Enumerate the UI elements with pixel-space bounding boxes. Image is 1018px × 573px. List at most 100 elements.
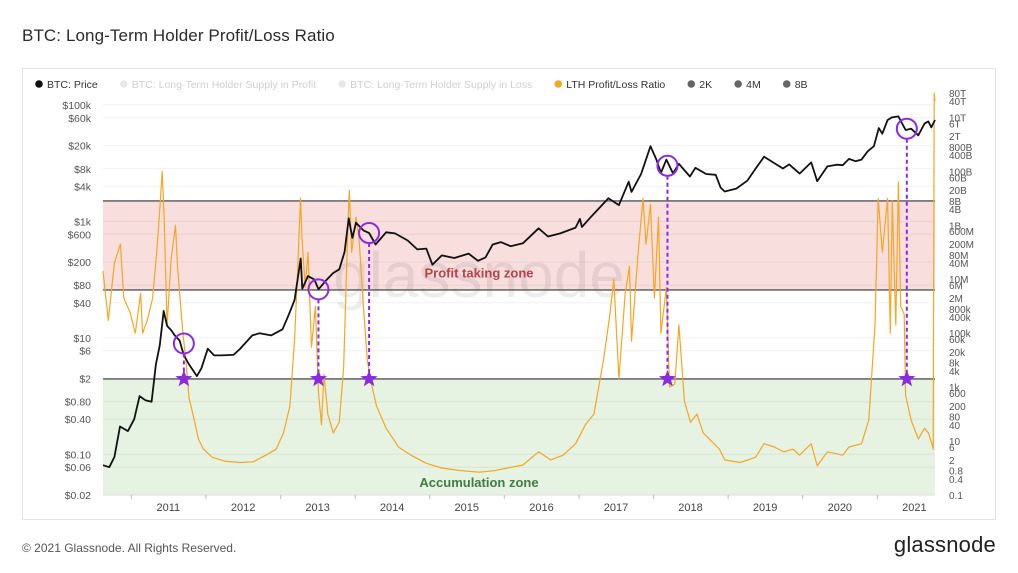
y-right-tick-label: 20k <box>949 348 966 359</box>
zone-label-1: Accumulation zone <box>419 475 538 490</box>
y-right-tick-label: 10T <box>949 113 966 124</box>
y-right-tick-label: 0.1 <box>949 491 963 502</box>
y-left-tick-label: $8k <box>74 164 92 176</box>
legend-dot-3 <box>554 80 563 88</box>
legend-item-0[interactable]: BTC: Price <box>35 79 98 91</box>
x-tick-label: 2014 <box>380 502 404 514</box>
y-left-tick-label: $4k <box>74 181 92 193</box>
y-right-tick-label: 40T <box>949 97 966 108</box>
y-right-tick-label: 400k <box>949 313 972 324</box>
y-left-tick-label: $40 <box>73 298 91 310</box>
legend: BTC: Price BTC: Long-Term Holder Supply i… <box>35 79 808 91</box>
y-right-tick-label: 200 <box>949 402 966 413</box>
zone-label-0: Profit taking zone <box>424 265 533 280</box>
legend-item-4[interactable]: 2K <box>687 79 712 91</box>
y-right-tick-label: 600 <box>949 389 966 400</box>
legend-item-1[interactable]: BTC: Long-Term Holder Supply in Profit <box>119 79 316 91</box>
y-right-tick-label: 10 <box>949 437 961 448</box>
legend-dot-2 <box>338 80 346 88</box>
y-left-tick-label: $10 <box>73 333 91 345</box>
y-left-tick-label: $0.40 <box>65 414 91 426</box>
legend-item-5[interactable]: 4M <box>734 79 761 91</box>
watermark-text: glassnode <box>333 239 625 311</box>
annotation-circle-3 <box>656 154 679 177</box>
grid-layer <box>103 104 935 496</box>
y-right-tick-label: 8B <box>949 197 962 208</box>
annotation-circle-2 <box>358 222 381 245</box>
y-right-tick-label: 4k <box>949 367 961 378</box>
y-right-tick-label: 0.4 <box>949 475 963 486</box>
legend-label-2: BTC: Long-Term Holder Supply in Loss <box>350 79 532 91</box>
legend-item-3[interactable]: LTH Profit/Loss Ratio <box>554 79 665 91</box>
y-left-tick-label: $0.02 <box>65 490 91 502</box>
zones-layer <box>103 200 935 495</box>
x-tick-label: 2020 <box>828 502 852 514</box>
y-left-tick-label: $80 <box>73 280 91 292</box>
legend-dot-6 <box>782 80 791 88</box>
legend-label-5: 4M <box>746 79 761 91</box>
y-right-tick-label: 4B <box>949 205 962 216</box>
y-right-tick-label: 8k <box>949 359 961 370</box>
legend-label-6: 8B <box>795 79 808 91</box>
legend-dot-4 <box>687 80 696 88</box>
legend-label-0: BTC: Price <box>47 79 98 91</box>
x-tick-label: 2021 <box>902 502 926 514</box>
y-right-tick-label: 80M <box>949 251 968 262</box>
y-right-tick-label: 60B <box>949 173 967 184</box>
y-left-tick-label: $60k <box>68 113 92 125</box>
brand-logo[interactable]: glassnode <box>893 532 996 557</box>
zone-band-0 <box>103 200 935 290</box>
axes-layer: $100k$60k$20k$8k$4k$1k$600$200$80$40$10$… <box>62 89 974 514</box>
x-tick-label: 2019 <box>753 502 777 514</box>
legend-item-6[interactable]: 8B <box>782 79 808 91</box>
legend-dot-1 <box>119 80 128 88</box>
y-right-tick-label: 1k <box>949 383 961 394</box>
page-title: BTC: Long-Term Holder Profit/Loss Ratio <box>22 26 335 45</box>
annotation-star-1 <box>309 370 327 387</box>
y-right-tick-label: 2 <box>949 456 955 467</box>
annotations-layer <box>172 117 918 387</box>
zone-labels-layer: Profit taking zone Accumulation zone <box>419 265 538 490</box>
y-right-tick-label: 600M <box>949 227 974 238</box>
chart-svg: glassnode Profit taking zone Accumulation… <box>35 79 974 514</box>
y-right-tick-label: 6M <box>949 281 963 292</box>
y-right-tick-label: 40 <box>949 421 961 432</box>
y-right-tick-label: 400B <box>949 151 973 162</box>
y-right-tick-label: 2M <box>949 294 963 305</box>
y-left-tick-label: $200 <box>68 257 92 269</box>
legend-label-3: LTH Profit/Loss Ratio <box>566 79 665 91</box>
annotation-star-0 <box>175 370 193 387</box>
x-tick-label: 2011 <box>157 502 181 514</box>
y-right-tick-label: 1B <box>949 221 962 232</box>
y-right-tick-label: 80T <box>949 89 966 100</box>
annotation-star-4 <box>898 370 916 387</box>
y-left-tick-label: $6 <box>79 346 91 358</box>
y-right-tick-label: 0.8 <box>949 467 963 478</box>
annotation-circle-4 <box>895 117 918 140</box>
x-tick-label: 2012 <box>231 502 255 514</box>
legend-label-1: BTC: Long-Term Holder Supply in Profit <box>132 79 316 91</box>
y-left-tick-label: $2 <box>79 374 91 386</box>
y-right-tick-label: 2T <box>949 132 961 143</box>
y-right-tick-label: 800B <box>949 143 973 154</box>
annotation-star-2 <box>360 370 378 387</box>
y-right-tick-label: 800k <box>949 305 972 316</box>
copyright-text: © 2021 Glassnode. All Rights Reserved. <box>22 541 237 555</box>
watermark-layer: glassnode <box>333 239 625 311</box>
x-tick-label: 2017 <box>604 502 628 514</box>
legend-label-4: 2K <box>699 79 712 91</box>
chart-panel: glassnode Profit taking zone Accumulation… <box>22 68 996 520</box>
y-left-tick-label: $0.06 <box>65 462 91 474</box>
y-left-tick-label: $0.10 <box>65 449 91 461</box>
y-left-tick-label: $600 <box>68 229 92 241</box>
thresholds-layer <box>103 200 935 380</box>
legend-item-2[interactable]: BTC: Long-Term Holder Supply in Loss <box>338 79 532 91</box>
zone-band-1 <box>103 378 935 495</box>
x-tick-label: 2013 <box>305 502 329 514</box>
y-left-tick-label: $20k <box>68 141 92 153</box>
y-right-tick-label: 6 <box>949 443 955 454</box>
y-right-tick-label: 10M <box>949 275 968 286</box>
annotation-circle-1 <box>307 278 330 301</box>
y-left-tick-label: $100k <box>62 100 91 112</box>
series-line-price <box>102 115 936 469</box>
